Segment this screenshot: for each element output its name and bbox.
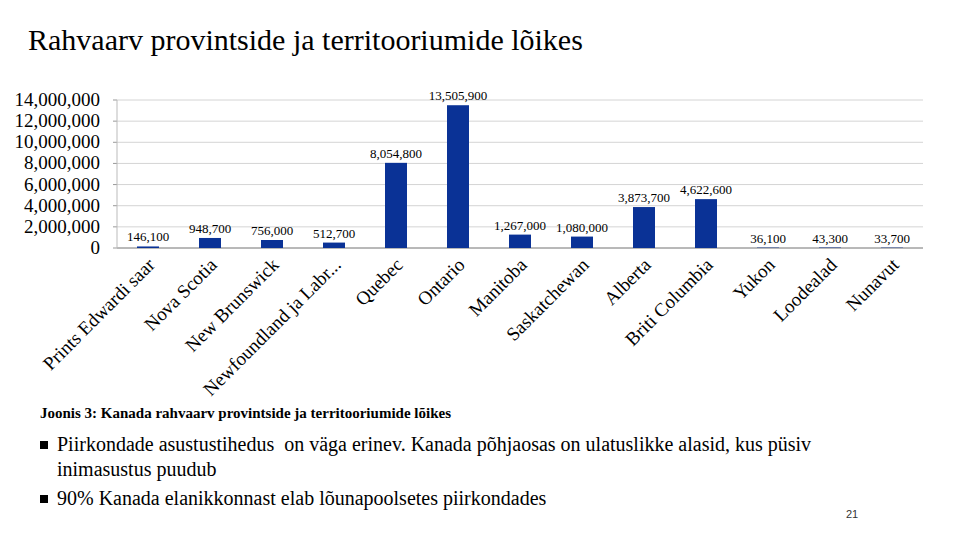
bullet: Piirkondade asustustihedus on väga erine… (40, 432, 910, 482)
y-tick (113, 142, 117, 143)
data-label: 948,700 (189, 221, 231, 236)
grid-line (117, 163, 923, 164)
bar (509, 235, 531, 248)
bar (385, 163, 407, 248)
y-tick-label: 6,000,000 (24, 174, 100, 195)
y-tick (113, 184, 117, 185)
data-label: 36,100 (750, 231, 786, 246)
bar (199, 238, 221, 248)
bar (261, 240, 283, 248)
grid-line (117, 100, 923, 101)
page: Rahvaarv provintside ja territooriumide … (0, 0, 960, 540)
grid-line (117, 121, 923, 122)
data-label: 3,873,700 (618, 190, 670, 205)
y-tick-label: 0 (91, 237, 101, 258)
grid-line (117, 184, 923, 185)
x-tick-label: Alberta (600, 254, 656, 310)
data-label: 8,054,800 (370, 146, 422, 161)
x-tick-label: Quebec (351, 254, 407, 310)
data-label: 756,000 (251, 223, 293, 238)
bar (757, 247, 779, 248)
x-tick-label: Saskatchewan (502, 254, 593, 345)
y-tick (113, 248, 117, 249)
data-label: 1,080,000 (556, 220, 608, 235)
data-label: 146,100 (127, 229, 169, 244)
bars (137, 105, 903, 248)
x-tick-label: Prints Edwardi saar (39, 254, 160, 375)
data-label: 512,700 (313, 226, 355, 241)
data-label: 13,505,900 (429, 88, 488, 103)
y-tick (113, 163, 117, 164)
bar (819, 247, 841, 248)
y-tick-label: 12,000,000 (15, 110, 101, 131)
x-tick-label: Yukon (729, 254, 779, 304)
bar (633, 207, 655, 248)
y-axis (117, 100, 118, 248)
y-tick (113, 121, 117, 122)
data-label: 4,622,600 (680, 182, 732, 197)
x-tick-label: Newfoundland ja Labr... (199, 254, 345, 400)
data-label: 43,300 (812, 231, 848, 246)
y-tick-label: 2,000,000 (24, 216, 100, 237)
bar (447, 105, 469, 248)
x-tick-label: Loodealad (769, 254, 841, 326)
bullet-list: Piirkondade asustustihedus on väga erine… (40, 432, 910, 515)
bar (881, 247, 903, 248)
bullet-marker (40, 495, 48, 503)
bar (323, 243, 345, 248)
bar (137, 246, 159, 248)
data-label: 1,267,000 (494, 218, 546, 233)
data-label: 33,700 (874, 231, 910, 246)
bullet-text: Piirkondade asustustihedus on väga erine… (57, 433, 816, 480)
bullet-marker (40, 441, 48, 449)
bar (571, 237, 593, 248)
y-tick (113, 100, 117, 101)
y-tick-label: 8,000,000 (24, 152, 100, 173)
bullet-text: 90% Kanada elanikkonnast elab lõunapools… (57, 487, 546, 509)
bullet: 90% Kanada elanikkonnast elab lõunapools… (40, 486, 910, 511)
x-tick-label: Nunavut (842, 253, 904, 315)
x-tick-label: Ontario (413, 254, 469, 310)
page-number: 21 (846, 508, 858, 520)
y-tick (113, 226, 117, 227)
grid-line (117, 142, 923, 143)
y-tick-label: 4,000,000 (24, 195, 100, 216)
grid (113, 100, 923, 248)
y-tick-label: 10,000,000 (15, 131, 101, 152)
title: Rahvaarv provintside ja territooriumide … (28, 23, 583, 56)
x-tick-label: Briti Columbia (621, 254, 717, 350)
caption: Joonis 3: Kanada rahvaarv provintside ja… (40, 405, 451, 421)
y-tick-label: 14,000,000 (15, 89, 101, 110)
y-tick (113, 205, 117, 206)
bar (695, 199, 717, 248)
grid-line (117, 205, 923, 206)
